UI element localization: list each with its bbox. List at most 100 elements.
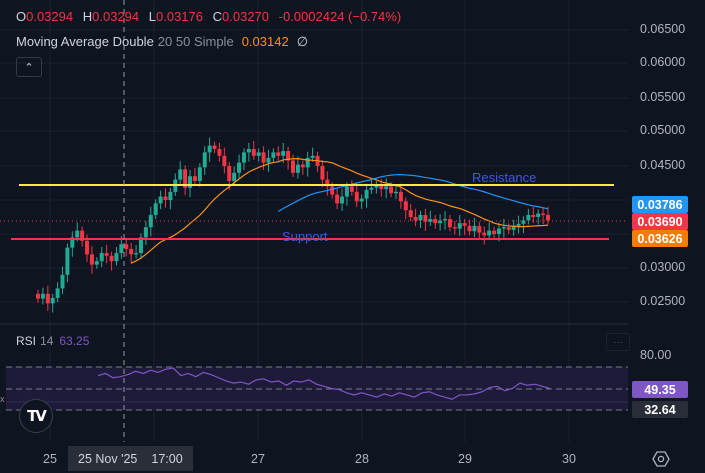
price-tag: 0.03786 — [632, 196, 688, 213]
ma-params: 20 50 Simple — [157, 34, 234, 49]
candle-body — [207, 145, 212, 153]
support-label[interactable]: Support — [282, 229, 328, 244]
price-axis-label: 0.06000 — [640, 55, 686, 69]
candle-body — [511, 225, 516, 230]
candle-body — [129, 248, 134, 255]
rsi-more-button[interactable]: ··· — [606, 333, 630, 351]
low-value: 0.03176 — [156, 9, 203, 24]
rsi-value-tag: 49.35 — [632, 381, 688, 398]
price-axis-label: 0.05500 — [640, 90, 686, 104]
change-value: -0.0002424 (−0.74%) — [278, 9, 402, 24]
candle-body — [114, 253, 119, 262]
price-tag: 0.03690 — [632, 213, 688, 230]
candle-body — [492, 230, 497, 234]
candle-body — [75, 230, 80, 238]
candle-body — [168, 191, 173, 200]
candle-body — [320, 166, 325, 180]
candle-body — [364, 189, 369, 199]
time-axis-label: 28 — [355, 452, 369, 466]
candle-body — [423, 214, 428, 222]
rsi-axis-label: 80.00 — [640, 348, 672, 362]
ma50-value: ∅ — [296, 34, 309, 49]
candle-body — [310, 155, 315, 158]
candle-body — [124, 244, 129, 249]
candle-body — [531, 214, 536, 217]
candle-body — [501, 227, 506, 229]
candle-body — [408, 210, 413, 217]
rsi-name[interactable]: RSI — [16, 334, 37, 348]
resistance-label[interactable]: Resistance — [472, 170, 537, 185]
ma-legend[interactable]: Moving Average Double 20 50 Simple 0.03142… — [16, 34, 308, 50]
open-value: 0.03294 — [26, 9, 74, 24]
candle-body — [374, 185, 379, 188]
candle-body — [433, 219, 438, 224]
collapse-legend-button[interactable]: ⌃ — [16, 57, 42, 77]
candle-body — [300, 164, 305, 168]
candle-body — [447, 219, 452, 228]
candle-body — [119, 244, 124, 254]
candle-body — [89, 254, 94, 265]
candle-body — [536, 213, 541, 217]
candle-body — [153, 203, 158, 215]
candle-body — [212, 145, 217, 149]
price-axis-label: 0.02500 — [640, 294, 686, 308]
time-axis-label: 27 — [251, 452, 265, 466]
candle-body — [222, 155, 227, 166]
rsi-legend[interactable]: RSI 14 63.25 — [16, 334, 89, 348]
crosshair-time-label: 25 Nov '25 17:00 — [68, 446, 193, 471]
candle-body — [359, 198, 364, 202]
candle-body — [325, 179, 330, 187]
gear-icon — [652, 451, 670, 467]
candle-body — [477, 225, 482, 233]
candle-body — [462, 223, 467, 226]
price-axis-label: 0.03000 — [640, 260, 686, 274]
settings-button[interactable] — [652, 450, 670, 468]
tradingview-logo-icon[interactable]: TV — [19, 399, 53, 433]
candle-body — [40, 293, 45, 299]
candle-body — [94, 261, 99, 265]
candle-body — [521, 220, 526, 224]
candle-body — [251, 149, 256, 156]
candle-body — [482, 232, 487, 236]
price-axis-label: 0.04500 — [640, 158, 686, 172]
price-axis-label: 0.06500 — [640, 22, 686, 36]
rsi-value-tag: 32.64 — [632, 401, 688, 418]
ma20-line — [130, 158, 549, 264]
ma-indicator-name[interactable]: Moving Average Double — [16, 34, 154, 49]
candle-body — [188, 176, 193, 188]
high-value: 0.03294 — [92, 9, 140, 24]
candle-body — [546, 214, 550, 221]
candle-body — [369, 187, 374, 190]
crosshair-date: 25 Nov '25 — [78, 451, 138, 466]
close-label: C — [212, 9, 223, 24]
candle-body — [428, 219, 433, 222]
candle-body — [496, 228, 501, 234]
candle-body — [276, 152, 281, 156]
candle-body — [241, 152, 246, 163]
candle-body — [104, 253, 109, 256]
ohlc-legend: O0.03294 H0.03294 L0.03176 C0.03270 -0.0… — [16, 9, 407, 24]
candle-body — [60, 274, 65, 289]
candle-body — [163, 196, 168, 200]
candle-body — [256, 152, 261, 156]
candle-body — [467, 225, 472, 232]
time-axis-label: 30 — [562, 452, 576, 466]
candle-body — [330, 186, 335, 195]
candle-body — [143, 227, 148, 238]
close-value: 0.03270 — [222, 9, 270, 24]
crosshair-time: 17:00 — [151, 451, 183, 466]
candle-body — [99, 253, 104, 262]
candle-body — [443, 219, 448, 221]
logo-text: TV — [27, 407, 47, 425]
price-axis-label: 0.05000 — [640, 123, 686, 137]
candle-body — [335, 194, 340, 204]
candle-body — [516, 223, 521, 226]
candle-body — [506, 227, 511, 230]
candle-body — [291, 160, 295, 173]
candle-body — [217, 149, 222, 156]
edge-marker[interactable]: x — [0, 394, 5, 404]
low-label: L — [148, 9, 156, 24]
candle-body — [192, 176, 197, 181]
candle-body — [487, 230, 492, 236]
